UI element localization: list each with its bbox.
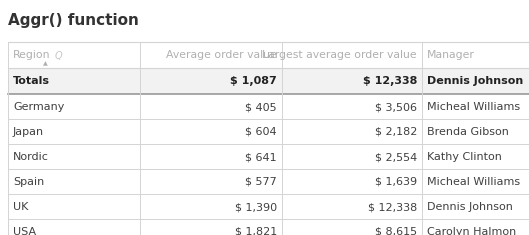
Text: $ 12,338: $ 12,338 <box>362 77 417 86</box>
Text: Carolyn Halmon: Carolyn Halmon <box>427 227 516 235</box>
Text: $ 2,554: $ 2,554 <box>375 152 417 162</box>
Text: UK: UK <box>13 202 29 212</box>
Text: Region: Region <box>13 51 50 60</box>
Text: $ 1,087: $ 1,087 <box>230 77 277 86</box>
Text: Germany: Germany <box>13 102 65 112</box>
Text: $ 12,338: $ 12,338 <box>368 202 417 212</box>
Text: Dennis Johnson: Dennis Johnson <box>427 202 513 212</box>
Text: Q: Q <box>54 51 62 60</box>
Text: $ 8,615: $ 8,615 <box>375 227 417 235</box>
Text: Average order value: Average order value <box>166 51 277 60</box>
Text: $ 641: $ 641 <box>245 152 277 162</box>
Text: $ 577: $ 577 <box>245 177 277 187</box>
Text: Micheal Williams: Micheal Williams <box>427 177 520 187</box>
Bar <box>8 68 529 94</box>
Text: Kathy Clinton: Kathy Clinton <box>427 152 502 162</box>
Text: $ 1,639: $ 1,639 <box>375 177 417 187</box>
Text: Spain: Spain <box>13 177 44 187</box>
Text: Micheal Williams: Micheal Williams <box>427 102 520 112</box>
Text: Manager: Manager <box>427 51 475 60</box>
Text: Nordic: Nordic <box>13 152 49 162</box>
Text: $ 2,182: $ 2,182 <box>375 127 417 137</box>
Text: ▲: ▲ <box>43 62 48 67</box>
Text: $ 1,821: $ 1,821 <box>235 227 277 235</box>
Text: Largest average order value: Largest average order value <box>262 51 417 60</box>
Text: $ 405: $ 405 <box>245 102 277 112</box>
Text: Dennis Johnson: Dennis Johnson <box>427 77 523 86</box>
Text: $ 604: $ 604 <box>245 127 277 137</box>
Text: Brenda Gibson: Brenda Gibson <box>427 127 509 137</box>
Text: Totals: Totals <box>13 77 50 86</box>
Text: $ 1,390: $ 1,390 <box>235 202 277 212</box>
Text: Japan: Japan <box>13 127 44 137</box>
Text: Aggr() function: Aggr() function <box>8 12 139 27</box>
Text: USA: USA <box>13 227 36 235</box>
Text: $ 3,506: $ 3,506 <box>375 102 417 112</box>
